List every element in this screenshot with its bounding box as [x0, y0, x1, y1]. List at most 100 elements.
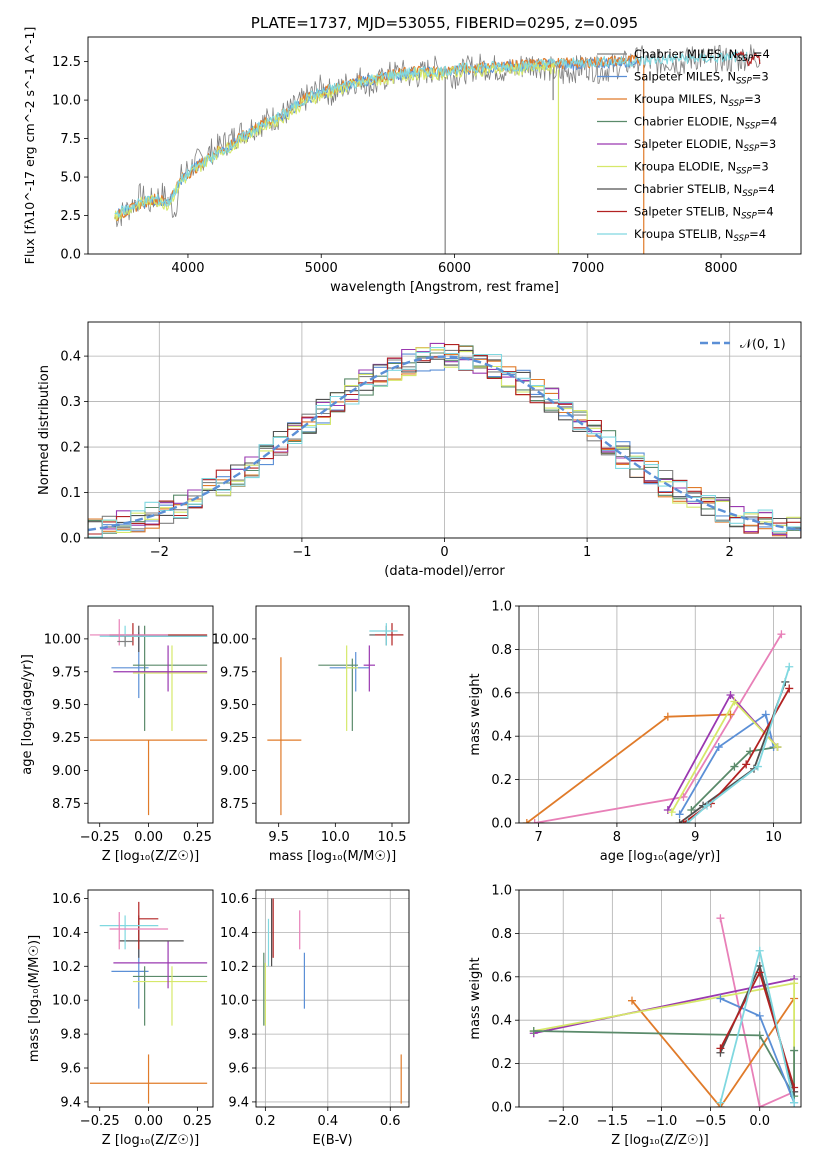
errorbar-point	[369, 623, 398, 646]
weight-marker	[663, 712, 672, 721]
y-tick-label: 10.2	[52, 960, 81, 975]
spectrum-plot-area	[114, 44, 761, 254]
x-tick-label: −0.25	[80, 1114, 120, 1129]
legend-entry: Kroupa ELODIE, NSSP=3	[634, 160, 769, 177]
weight-marker	[785, 684, 794, 693]
y-tick-label: 10.00	[44, 632, 81, 647]
y-axis-label: Flux [fλ10^-17 erg cm^-2 s^-1 A^-1]	[22, 27, 37, 265]
y-tick-label: 10.6	[220, 892, 249, 907]
y-axis-label: mass [log₁₀(M/M☉)]	[27, 935, 42, 1062]
y-tick-label: 10.4	[220, 926, 249, 941]
y-tick-label: 10.4	[52, 926, 81, 941]
y-tick-label: 0.2	[491, 773, 512, 788]
errorbar-point	[329, 652, 370, 692]
residual-histogram-8	[88, 347, 801, 538]
x-tick-label: 0	[440, 545, 448, 560]
errorbar-point	[111, 949, 149, 1009]
x-axis-label: Z [log₁₀(Z/Z☉)]	[102, 1133, 199, 1148]
panel-age_Z: −0.25 0.00 0.25 8.75 9.00 9.25 9.50 9.75 10.00 Z …	[20, 605, 214, 864]
panel-mass_EBV: 0.2 0.4 0.6 9.4 9.6 9.8 10.0 10.2 10.4 10.6 E(B-V)	[220, 889, 410, 1148]
weight-marker	[522, 819, 531, 823]
weight-series-4	[533, 1030, 795, 1100]
weight-marker	[755, 946, 764, 955]
weight-marker	[755, 1031, 764, 1040]
y-tick-label: 1.0	[491, 600, 512, 615]
age_mass-plot-area	[267, 623, 404, 816]
weight-marker	[755, 1103, 764, 1107]
x-tick-label: 2	[726, 545, 734, 560]
weight-marker	[777, 630, 786, 639]
y-tick-label: 9.50	[52, 698, 81, 713]
x-tick-label: 5000	[305, 261, 338, 276]
errorbar-point	[132, 645, 208, 731]
y-tick-label: 0.2	[60, 441, 81, 456]
errorbar-point	[99, 915, 159, 950]
mass_EBV-plot-area	[256, 890, 409, 1107]
errorbar-point	[267, 657, 302, 816]
legend-entry: Salpeter ELODIE, NSSP=3	[634, 137, 776, 154]
x-tick-label: 4000	[171, 261, 204, 276]
x-tick-label: −2	[150, 545, 169, 560]
errorbar-point	[318, 658, 358, 731]
x-axis-label: age [log₁₀(age/yr)]	[600, 849, 721, 864]
y-tick-label: 0.4	[60, 350, 81, 365]
axes-frame	[87, 605, 214, 824]
weight-marker	[687, 805, 696, 814]
weight-marker	[755, 968, 764, 977]
x-axis-label: E(B-V)	[312, 1133, 352, 1148]
y-tick-label: 0.2	[491, 1057, 512, 1072]
x-tick-label: 7	[534, 830, 542, 845]
weight-marker	[716, 994, 725, 1003]
x-axis-label: Z [log₁₀(Z/Z☉)]	[611, 1133, 708, 1148]
y-tick-label: 0.4	[491, 730, 512, 745]
y-tick-label: 12.5	[52, 55, 81, 70]
legend-entry: Chabrier ELODIE, NSSP=4	[634, 115, 777, 132]
errorbar-point	[99, 625, 208, 646]
y-tick-label: 9.00	[220, 764, 249, 779]
spectrum-series-2	[114, 54, 641, 222]
y-tick-label: 1.0	[491, 884, 512, 899]
legend-entry: Chabrier STELIB, NSSP=4	[634, 182, 775, 199]
weight-marker	[683, 819, 692, 823]
weight-marker	[716, 914, 725, 923]
y-tick-label: 9.8	[60, 1028, 81, 1043]
x-tick-label: 7000	[571, 261, 604, 276]
y-tick-label: 9.8	[228, 1028, 249, 1043]
x-tick-label: 10	[765, 830, 782, 845]
residual-legend: 𝒩(0, 1)	[700, 336, 786, 351]
weight-marker	[761, 710, 770, 719]
x-tick-label: 9	[691, 830, 699, 845]
x-tick-label: 8	[613, 830, 621, 845]
weight-marker	[675, 819, 684, 823]
panel-residuals: −2 −1 0 1 2 0.0 0.1 0.2 0.3 0.4 (data-model)/error…	[37, 321, 802, 579]
y-tick-label: 0.3	[60, 395, 81, 410]
errorbar-point	[346, 645, 358, 731]
panel-weight_Z: −2.0 −1.5 −1.0 −0.5 0.0 0.0 0.2 0.4 0.6 0.8 1.0 Z […	[468, 884, 802, 1148]
axes-frame	[255, 605, 410, 824]
errorbar-point	[119, 915, 184, 958]
panel-mass_Z: −0.25 0.00 0.25 9.4 9.6 9.8 10.0 10.2 10.4 10.6 Z …	[27, 889, 214, 1148]
y-tick-label: 10.0	[220, 994, 249, 1009]
errorbar-point	[363, 645, 375, 692]
weight-marker	[716, 1044, 725, 1053]
legend-entry: Kroupa STELIB, NSSP=4	[634, 227, 766, 244]
weight-marker	[785, 662, 794, 671]
weight-marker	[755, 1011, 764, 1020]
y-tick-label: 0.0	[491, 817, 512, 832]
x-tick-label: −2.0	[547, 1114, 579, 1129]
spectrum-series-5	[734, 51, 761, 67]
weight-marker	[627, 996, 636, 1005]
weight_Z-plot-area	[519, 890, 801, 1107]
weight-marker	[679, 819, 688, 823]
y-axis-label: mass weight	[468, 957, 483, 1039]
y-tick-label: 10.2	[220, 960, 249, 975]
spectrum-legend: Chabrier MILES, NSSP=4 Salpeter MILES, NS…	[597, 47, 777, 244]
y-axis-label: age [log₁₀(age/yr)]	[20, 654, 35, 775]
errorbar-point	[132, 966, 208, 1026]
errorbar-point	[375, 623, 404, 646]
x-tick-label: 0.00	[134, 830, 163, 845]
legend-entry: Kroupa MILES, NSSP=3	[634, 92, 761, 109]
legend-entry: 𝒩(0, 1)	[740, 336, 786, 351]
x-tick-label: 6000	[438, 261, 471, 276]
